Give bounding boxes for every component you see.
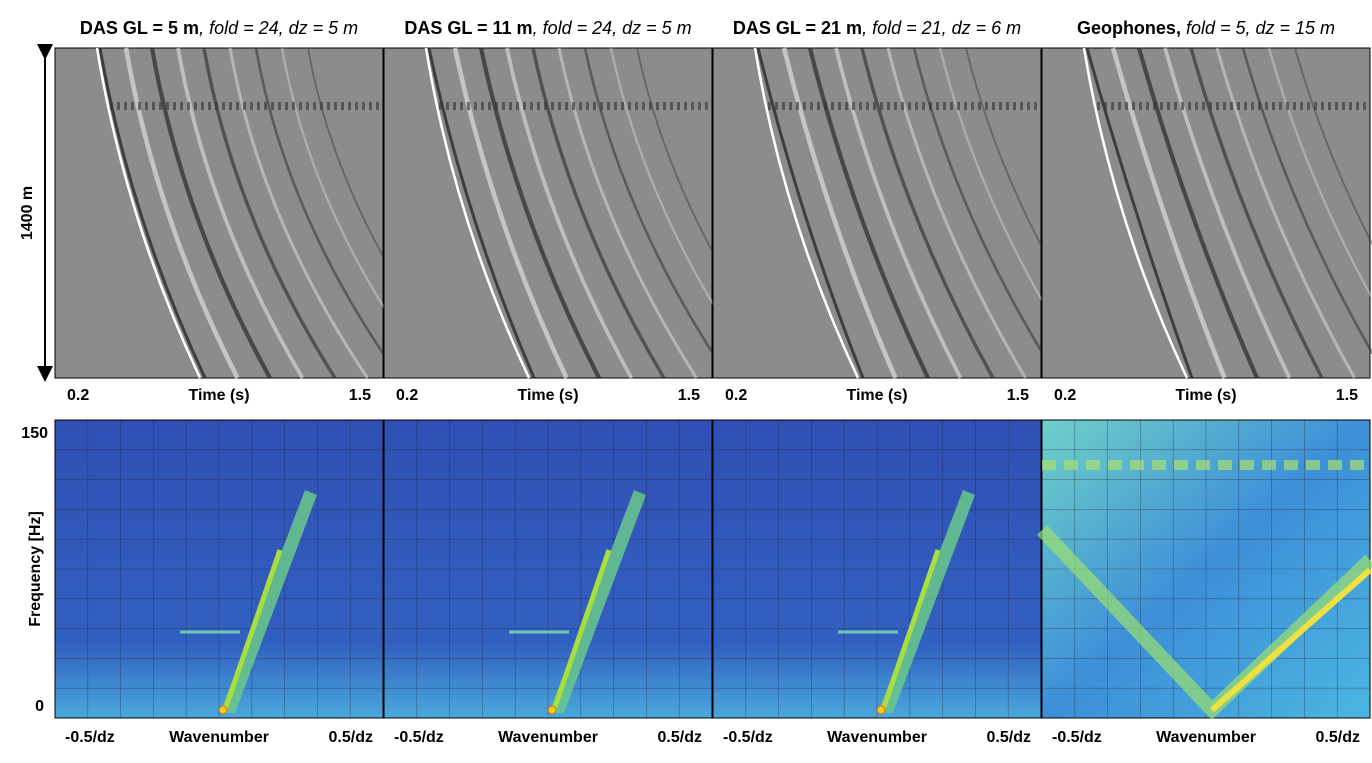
k-max-label: 0.5/dz: [987, 729, 1031, 746]
seismic-bg: [383, 47, 713, 379]
wavefront: [1163, 47, 1292, 379]
wavefront: [228, 47, 369, 379]
x-min-label: 0.2: [396, 387, 418, 404]
seismic-image: 0.2 Time (s) 1.5: [54, 47, 466, 404]
x-axis-label: Time (s): [517, 387, 578, 404]
y-min-label: 0: [35, 698, 44, 715]
wavefront: [254, 47, 402, 379]
wavefront: [149, 47, 272, 380]
wavefront: [886, 47, 1027, 379]
k-min-label: -0.5/dz: [394, 729, 444, 746]
title-bold: Geophones,: [1077, 18, 1181, 38]
wavefront: [912, 47, 1060, 379]
wavefront: [557, 47, 698, 379]
title-bold: DAS GL = 21 m: [733, 18, 862, 38]
wavefront: [860, 47, 995, 379]
first-arrival: [424, 47, 531, 379]
x-axis-label: Time (s): [846, 387, 907, 404]
depth-label: 1400 m: [19, 186, 36, 240]
spectrum-image: -0.5/dz Wavenumber 0.5/dz: [712, 419, 1042, 746]
wavefront: [1215, 47, 1356, 379]
title-bold: DAS GL = 5 m: [80, 18, 199, 38]
x-min-label: 0.2: [1054, 387, 1076, 404]
wavefront: [1110, 47, 1227, 379]
seismic-image: 0.2 Time (s) 1.5: [712, 47, 1124, 404]
k-min-label: -0.5/dz: [723, 729, 773, 746]
k-axis-label: Wavenumber: [1156, 729, 1256, 746]
x-max-label: 1.5: [1007, 387, 1029, 404]
wavefront: [1294, 47, 1372, 246]
spectrum-image: -0.5/dz Wavenumber 0.5/dz: [1036, 419, 1372, 746]
k-max-label: 0.5/dz: [1316, 729, 1360, 746]
spectrum-image: -0.5/dz Wavenumber 0.5/dz: [383, 419, 713, 746]
k-min-label: -0.5/dz: [1052, 729, 1102, 746]
wavefront: [1189, 47, 1324, 379]
title-italic: , fold = 21, dz = 6 m: [862, 18, 1021, 38]
seismic-image: 0.2 Time (s) 1.5: [383, 47, 795, 404]
wavefront: [583, 47, 731, 379]
wavefront: [452, 47, 569, 379]
wavefront: [427, 47, 536, 379]
x-max-label: 1.5: [349, 387, 371, 404]
panel-title: DAS GL = 5 m, fold = 24, dz = 5 m: [80, 18, 358, 38]
title-italic: fold = 5, dz = 15 m: [1181, 18, 1335, 38]
k-min-label: -0.5/dz: [65, 729, 115, 746]
title-bold: DAS GL = 11 m: [404, 18, 532, 38]
wavefront: [781, 47, 898, 379]
panel-title: DAS GL = 11 m, fold = 24, dz = 5 m: [404, 18, 691, 38]
wavefront: [1241, 47, 1372, 355]
x-axis-label: Time (s): [188, 387, 249, 404]
wavefront: [1085, 47, 1194, 379]
x-axis-label: Time (s): [1175, 387, 1236, 404]
wavefront: [202, 47, 337, 379]
wavefront: [756, 47, 865, 379]
wavefront: [123, 47, 240, 380]
wavefront: [807, 47, 930, 379]
x-max-label: 1.5: [1336, 387, 1358, 404]
title-italic: , fold = 24, dz = 5 m: [199, 18, 358, 38]
origin-peak: [547, 705, 557, 715]
wavefront: [478, 47, 601, 379]
energy-core: [551, 549, 612, 711]
energy-streak: [1210, 567, 1372, 713]
y-max-label: 150: [21, 425, 48, 442]
spectrum-image: -0.5/dz Wavenumber 0.5/dz: [54, 419, 384, 746]
wavefront: [176, 47, 305, 379]
frequency-label: Frequency [Hz]: [27, 511, 44, 627]
origin-peak: [876, 705, 886, 715]
wavefront: [98, 47, 207, 379]
k-axis-label: Wavenumber: [498, 729, 598, 746]
wavefront: [505, 47, 634, 379]
title-italic: , fold = 24, dz = 5 m: [533, 18, 692, 38]
energy-core: [880, 549, 941, 711]
energy-core: [222, 549, 283, 711]
wavefront: [531, 47, 666, 379]
x-min-label: 0.2: [725, 387, 747, 404]
wavefront: [1136, 47, 1259, 379]
first-arrival: [95, 47, 202, 379]
k-max-label: 0.5/dz: [329, 729, 373, 746]
seismic-image: 0.2 Time (s) 1.5: [1041, 47, 1372, 404]
k-axis-label: Wavenumber: [169, 729, 269, 746]
panel-title: DAS GL = 21 m, fold = 21, dz = 6 m: [733, 18, 1021, 38]
first-arrival: [1082, 47, 1189, 379]
x-max-label: 1.5: [678, 387, 700, 404]
x-min-label: 0.2: [67, 387, 89, 404]
wavefront: [1267, 47, 1372, 301]
first-arrival: [753, 47, 860, 379]
wavefront: [834, 47, 963, 379]
k-max-label: 0.5/dz: [658, 729, 702, 746]
panel-title: Geophones, fold = 5, dz = 15 m: [1077, 18, 1335, 38]
k-axis-label: Wavenumber: [827, 729, 927, 746]
origin-peak: [218, 705, 228, 715]
